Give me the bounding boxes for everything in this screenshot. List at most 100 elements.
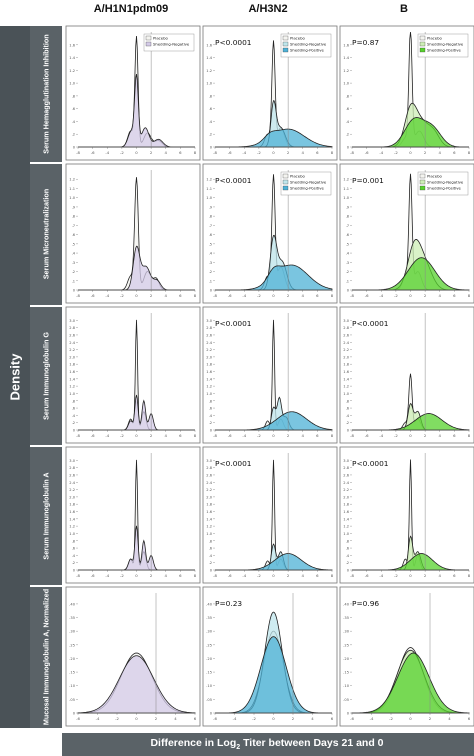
y-tick-label: 2.8 [343, 326, 349, 330]
x-tick-label: 2 [287, 433, 290, 438]
x-tick-label: 4 [439, 293, 442, 298]
x-tick-label: 0 [409, 573, 412, 578]
x-tick-label: -4 [379, 293, 383, 298]
x-tick-label: 0 [135, 293, 138, 298]
row-band-igg [30, 307, 62, 445]
y-tick-label: .2 [209, 421, 212, 425]
y-tick-label: .6 [209, 107, 213, 111]
y-tick-label: .30 [206, 630, 212, 634]
y-tick-label: 0 [347, 569, 350, 573]
x-tick-label: 2 [424, 293, 427, 298]
legend-swatch [419, 35, 426, 41]
y-tick-label: 2.4 [69, 341, 75, 345]
y-tick-label: .9 [72, 205, 76, 209]
p-value: P=0.23 [215, 599, 242, 608]
y-tick-label: 2.2 [343, 488, 349, 492]
y-tick-label: 1.4 [206, 517, 212, 521]
x-tick-label: 4 [439, 433, 442, 438]
x-tick-label: 2 [424, 433, 427, 438]
x-tick-label: 0 [272, 293, 275, 298]
x-tick-label: 2 [150, 150, 153, 155]
x-tick-label: 0 [135, 433, 138, 438]
x-tick-label: -2 [252, 716, 256, 721]
y-tick-label: .20 [206, 657, 212, 661]
y-tick-label: 1.6 [69, 370, 75, 374]
chart-panel-5: 0 .1 .2 .3 .4 .5 .6 .7 .8 .9 1.0 1.1 1.2 -8 -6 -4 -2 0 2 4 6… [339, 163, 474, 304]
y-tick-label: 2.8 [206, 326, 212, 330]
x-tick-label: -8 [76, 573, 80, 578]
y-tick-label: 0 [347, 289, 350, 293]
x-tick-label: 0 [409, 293, 412, 298]
x-tick-label: -6 [228, 433, 232, 438]
y-tick-label: 1.4 [206, 377, 212, 381]
x-tick-label: 4 [165, 433, 168, 438]
x-tick-label: 2 [287, 150, 290, 155]
y-tick-label: 1.6 [206, 43, 212, 47]
x-tick-label: 2 [150, 573, 153, 578]
y-tick-label: .10 [206, 684, 212, 688]
x-tick-label: -4 [370, 716, 374, 721]
x-tick-label: 2 [150, 293, 153, 298]
y-tick-label: .4 [346, 554, 350, 558]
chart-panel-9: 0 .2 .4 .6 .8 1.0 1.2 1.4 1.6 1.8 2.0 2.2 2.4 2.6 2.8 3… [65, 446, 201, 584]
y-tick-label: 1.4 [343, 517, 349, 521]
y-tick-label: 3.0 [343, 459, 349, 463]
y-tick-label: 0 [210, 712, 213, 716]
p-value: P<0.0001 [352, 319, 389, 328]
legend-swatch [282, 179, 289, 185]
x-tick-label: 8 [194, 293, 197, 298]
legend-label: Placebo [427, 36, 443, 41]
y-tick-label: 0 [73, 712, 76, 716]
y-tick-label: 1.8 [206, 363, 212, 367]
density-shedding-positive [215, 636, 332, 714]
x-tick-label: -2 [394, 573, 398, 578]
y-tick-label: .3 [346, 261, 349, 265]
legend-label: Shedding-Positive [290, 48, 325, 53]
y-tick-label: .9 [209, 205, 213, 209]
panel-frame [202, 306, 338, 444]
chart-panel-14: 0 .05 .10 .15 .20 .25 .30 .35 .40 -6 -4 -2 0 2 4 6 P=0.9… [339, 586, 474, 727]
y-tick-label: .8 [346, 399, 350, 403]
y-tick-label: .5 [72, 242, 75, 246]
x-tick-label: 2 [424, 573, 427, 578]
chart-panel-10: 0 .2 .4 .6 .8 1.0 1.2 1.4 1.6 1.8 2.0 2.2 2.4 2.6 2.8 3… [202, 446, 338, 584]
y-tick-label: .40 [206, 602, 212, 606]
p-value: P=0.001 [352, 176, 384, 185]
x-tick-label: -4 [379, 150, 383, 155]
x-tick-label: -6 [365, 293, 369, 298]
y-tick-label: .35 [343, 616, 349, 620]
x-tick-label: -8 [350, 433, 354, 438]
y-tick-label: .6 [72, 407, 76, 411]
y-tick-label: 1.0 [206, 392, 212, 396]
x-tick-label: -6 [91, 433, 95, 438]
y-tick-label: .2 [346, 421, 349, 425]
x-tick-label: -4 [105, 433, 109, 438]
y-tick-label: 1.2 [206, 385, 212, 389]
y-tick-label: .15 [69, 671, 75, 675]
legend-box [417, 33, 469, 58]
y-tick-label: .2 [346, 133, 349, 137]
y-tick-label: .25 [206, 643, 212, 647]
x-tick-label: 6 [316, 150, 319, 155]
x-tick-label: 2 [424, 150, 427, 155]
y-tick-label: 2.8 [343, 466, 349, 470]
x-axis-title: Difference in Log2 Titer between Days 21… [150, 737, 383, 751]
y-tick-label: 1.6 [343, 43, 349, 47]
x-tick-label: -2 [120, 433, 124, 438]
x-tick-label: 4 [302, 150, 305, 155]
p-value: P<0.0001 [215, 459, 252, 468]
legend-box [143, 33, 195, 52]
x-tick-label: -4 [379, 433, 383, 438]
x-tick-label: 0 [272, 573, 275, 578]
x-axis-title-sub: 2 [236, 744, 241, 752]
x-tick-label: -2 [257, 293, 261, 298]
y-tick-label: .1 [72, 279, 75, 283]
legend-swatch [419, 185, 426, 191]
x-tick-label: 4 [311, 716, 314, 721]
legend-label: Placebo [290, 36, 306, 41]
y-tick-label: 1.6 [69, 510, 75, 514]
y-tick-label: 1.8 [343, 503, 349, 507]
x-tick-label: -6 [213, 716, 217, 721]
y-tick-label: .1 [209, 279, 212, 283]
x-tick-label: -8 [213, 150, 217, 155]
